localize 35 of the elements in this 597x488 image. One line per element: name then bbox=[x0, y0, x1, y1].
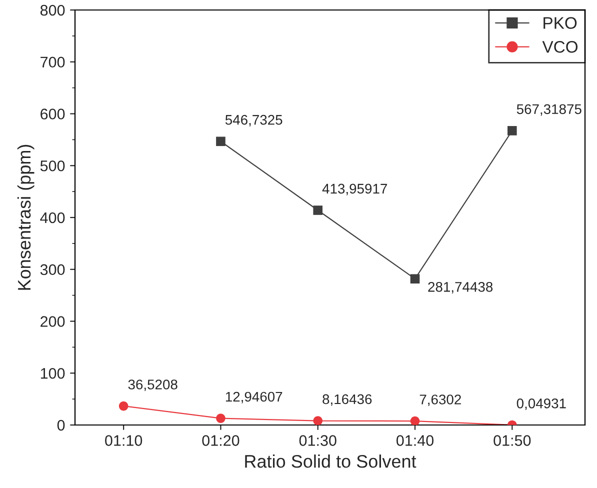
x-tick-label: 01:50 bbox=[494, 435, 531, 446]
y-tick-label: 400 bbox=[40, 212, 65, 224]
data-label: 546,7325 bbox=[225, 114, 282, 126]
data-label: 8,16436 bbox=[322, 394, 372, 406]
point bbox=[216, 136, 226, 146]
x-tick-label: 01:30 bbox=[299, 435, 336, 446]
point bbox=[507, 126, 517, 136]
point bbox=[216, 414, 226, 423]
point bbox=[410, 416, 420, 425]
data-label: 0,04931 bbox=[516, 398, 566, 410]
data-label: 12,94607 bbox=[226, 392, 282, 404]
y-tick-label: 300 bbox=[40, 264, 65, 276]
x-tick-label: 01:20 bbox=[202, 435, 240, 446]
y-tick-label: 100 bbox=[40, 368, 65, 379]
legend-label: VCO bbox=[542, 40, 578, 53]
y-tick-label: 200 bbox=[40, 316, 65, 327]
legend-label: PKO bbox=[544, 17, 577, 29]
y-tick-label: 800 bbox=[40, 4, 65, 16]
point bbox=[313, 206, 323, 215]
y-tick-label: 0 bbox=[57, 420, 65, 431]
data-label: 281,74438 bbox=[428, 282, 493, 294]
y-tick-label: 500 bbox=[40, 160, 65, 172]
point bbox=[118, 401, 128, 411]
data-label: 36,5208 bbox=[128, 380, 178, 392]
point bbox=[410, 274, 420, 284]
data-label: 567,31875 bbox=[516, 104, 582, 116]
data-label: 7,6302 bbox=[420, 394, 461, 406]
x-tick-label: 01:40 bbox=[396, 435, 434, 446]
y-tick-label: 700 bbox=[40, 56, 65, 68]
data-label: 413,95917 bbox=[322, 184, 387, 196]
y-tick-label: 600 bbox=[40, 108, 65, 120]
x-tick-label: 01:10 bbox=[105, 435, 142, 446]
x-axis-title: Ratio Solid to Solvent bbox=[245, 454, 416, 468]
point bbox=[313, 416, 323, 425]
y-axis-title: Konsentrasi (ppm) bbox=[17, 144, 34, 290]
